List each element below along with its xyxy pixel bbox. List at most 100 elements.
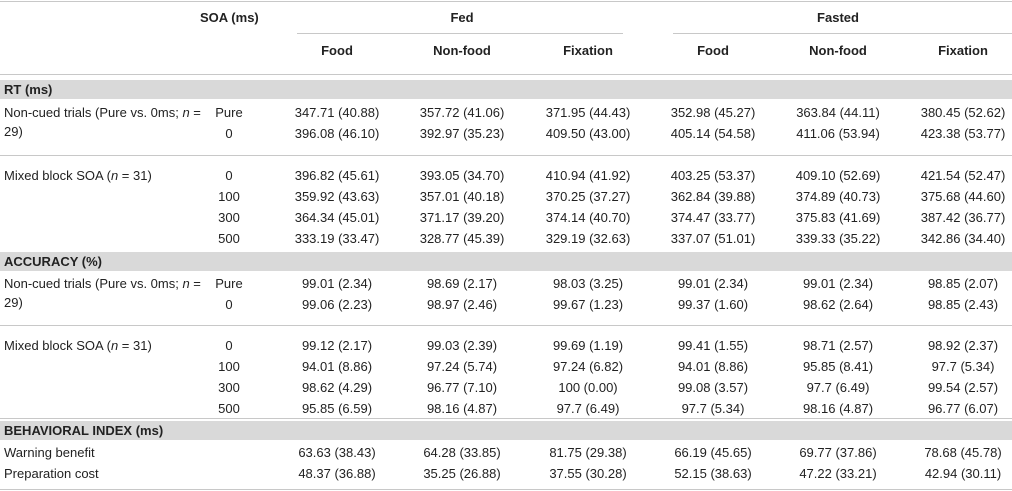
value-cell: 99.01 (2.34)	[301, 276, 373, 291]
value-cell: 375.83 (41.69)	[795, 210, 881, 225]
row-group-label: Mixed block SOA (n = 31)	[4, 166, 204, 185]
table-row: 48.37 (36.88) 35.25 (26.88) 37.55 (30.28) 5…	[0, 465, 1012, 482]
value-cell: 362.84 (39.88)	[670, 189, 756, 204]
value-cell: 374.14 (40.70)	[545, 210, 631, 225]
header-rule	[0, 74, 1012, 75]
value-cell: 96.77 (7.10)	[426, 380, 498, 395]
soa-header: SOA (ms)	[200, 10, 259, 25]
group-rule	[0, 489, 1012, 490]
group-rule	[0, 155, 1012, 156]
value-cell: 98.16 (4.87)	[802, 401, 874, 416]
soa-cell: 0	[225, 297, 233, 312]
table-row: Pure 99.01 (2.34) 98.69 (2.17) 98.03 (3.25)…	[0, 275, 1012, 292]
value-cell: 97.7 (5.34)	[681, 401, 745, 416]
value-cell: 357.72 (41.06)	[419, 105, 505, 120]
label-part: n	[182, 105, 190, 120]
behavioral-index-section-title: BEHAVIORAL INDEX (ms)	[0, 421, 1012, 440]
value-cell: 69.77 (37.86)	[799, 445, 877, 460]
label-part: n	[182, 276, 190, 291]
value-cell: 99.08 (3.57)	[677, 380, 749, 395]
value-cell: 333.19 (33.47)	[294, 231, 380, 246]
row-group-label: Non-cued trials (Pure vs. 0ms; n = 29)	[4, 274, 204, 312]
value-cell: 99.06 (2.23)	[301, 297, 373, 312]
soa-cell: 300	[218, 380, 240, 395]
value-cell: 371.17 (39.20)	[419, 210, 505, 225]
table-row: 0 99.12 (2.17) 99.03 (2.39) 99.69 (1.19) 99.…	[0, 337, 1012, 354]
soa-cell: Pure	[215, 276, 243, 291]
value-cell: 81.75 (29.38)	[549, 445, 627, 460]
value-cell: 352.98 (45.27)	[670, 105, 756, 120]
soa-cell: 0	[225, 126, 233, 141]
value-cell: 387.42 (36.77)	[920, 210, 1006, 225]
group-rule	[0, 325, 1012, 326]
value-cell: 423.38 (53.77)	[920, 126, 1006, 141]
value-cell: 97.7 (5.34)	[931, 359, 995, 374]
table-row: Pure 347.71 (40.88) 357.72 (41.06) 371.95 (…	[0, 104, 1012, 121]
value-cell: 363.84 (44.11)	[796, 105, 880, 120]
value-cell: 370.25 (37.27)	[545, 189, 631, 204]
value-cell: 97.24 (6.82)	[552, 359, 624, 374]
table-row: 0 99.06 (2.23) 98.97 (2.46) 99.67 (1.23) 99.…	[0, 296, 1012, 313]
value-cell: 100 (0.00)	[558, 380, 618, 395]
table-row: 100 94.01 (8.86) 97.24 (5.74) 97.24 (6.82) 9…	[0, 358, 1012, 375]
value-cell: 347.71 (40.88)	[294, 105, 380, 120]
value-cell: 411.06 (53.94)	[796, 126, 880, 141]
value-cell: 63.63 (38.43)	[298, 445, 376, 460]
value-cell: 421.54 (52.47)	[920, 168, 1006, 183]
value-cell: 375.68 (44.60)	[920, 189, 1006, 204]
value-cell: 97.7 (6.49)	[556, 401, 620, 416]
soa-cell: 100	[218, 359, 240, 374]
value-cell: 99.67 (1.23)	[552, 297, 624, 312]
soa-cell: 500	[218, 231, 240, 246]
label-part: Non-cued trials (Pure vs. 0ms;	[4, 276, 183, 291]
value-cell: 98.16 (4.87)	[426, 401, 498, 416]
value-cell: 99.41 (1.55)	[677, 338, 749, 353]
value-cell: 392.97 (35.23)	[419, 126, 505, 141]
value-cell: 99.69 (1.19)	[552, 338, 624, 353]
value-cell: 52.15 (38.63)	[674, 466, 752, 481]
value-cell: 337.07 (51.01)	[670, 231, 756, 246]
value-cell: 409.10 (52.69)	[795, 168, 881, 183]
col-fasted-fixation: Fixation	[938, 43, 988, 58]
table-row: 300 364.34 (45.01) 371.17 (39.20) 374.14 (4…	[0, 209, 1012, 226]
label-part: Warning benefit	[4, 445, 95, 460]
label-part: n	[110, 338, 119, 353]
label-part: = 31)	[118, 168, 152, 183]
value-cell: 66.19 (45.65)	[674, 445, 752, 460]
soa-cell: 300	[218, 210, 240, 225]
value-cell: 98.71 (2.57)	[802, 338, 874, 353]
fed-underline	[297, 33, 623, 34]
value-cell: 364.34 (45.01)	[294, 210, 380, 225]
value-cell: 99.12 (2.17)	[301, 338, 373, 353]
label-part: Non-cued trials (Pure vs. 0ms;	[4, 105, 183, 120]
value-cell: 409.50 (43.00)	[545, 126, 631, 141]
value-cell: 47.22 (33.21)	[799, 466, 877, 481]
soa-cell: 100	[218, 189, 240, 204]
label-part: Preparation cost	[4, 466, 99, 481]
value-cell: 99.03 (2.39)	[426, 338, 498, 353]
table-row: 300 98.62 (4.29) 96.77 (7.10) 100 (0.00) 99.…	[0, 379, 1012, 396]
soa-cell: Pure	[215, 105, 243, 120]
value-cell: 98.69 (2.17)	[426, 276, 498, 291]
row-group-label: Mixed block SOA (n = 31)	[4, 336, 204, 355]
label-part: = 29)	[4, 105, 201, 139]
value-cell: 37.55 (30.28)	[549, 466, 627, 481]
value-cell: 94.01 (8.86)	[677, 359, 749, 374]
value-cell: 339.33 (35.22)	[795, 231, 881, 246]
table-row: 500 95.85 (6.59) 98.16 (4.87) 97.7 (6.49) 97…	[0, 400, 1012, 417]
value-cell: 98.85 (2.43)	[927, 297, 999, 312]
value-cell: 95.85 (8.41)	[802, 359, 874, 374]
value-cell: 405.14 (54.58)	[670, 126, 756, 141]
row-group-label: Non-cued trials (Pure vs. 0ms; n = 29)	[4, 103, 204, 141]
table-row: 0 396.08 (46.10) 392.97 (35.23) 409.50 (43.…	[0, 125, 1012, 142]
accuracy-section-title: ACCURACY (%)	[0, 252, 1012, 271]
value-cell: 78.68 (45.78)	[924, 445, 1002, 460]
value-cell: 98.62 (2.64)	[802, 297, 874, 312]
row-group-label: Preparation cost	[4, 464, 204, 483]
label-part: n	[110, 168, 119, 183]
table-row: 0 396.82 (45.61) 393.05 (34.70) 410.94 (41.…	[0, 167, 1012, 184]
value-cell: 329.19 (32.63)	[545, 231, 631, 246]
value-cell: 48.37 (36.88)	[298, 466, 376, 481]
label-part: = 29)	[4, 276, 201, 310]
col-fasted-nonfood: Non-food	[809, 43, 867, 58]
